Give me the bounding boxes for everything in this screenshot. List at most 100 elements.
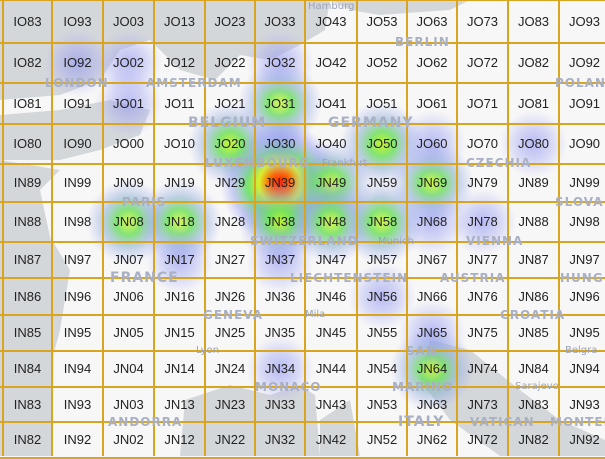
grid-square-label[interactable]: JO33 xyxy=(264,13,296,29)
grid-square-label[interactable]: IN87 xyxy=(13,252,42,267)
grid-square-label[interactable]: IN82 xyxy=(13,432,42,447)
grid-square-label[interactable]: JN23 xyxy=(214,396,246,412)
grid-square-label[interactable]: JO82 xyxy=(517,55,550,70)
grid-square-label[interactable]: IN96 xyxy=(63,288,92,304)
grid-square-label[interactable]: JN56 xyxy=(366,288,398,304)
grid-square-label[interactable]: JN17 xyxy=(164,252,195,267)
grid-square-label[interactable]: JN94 xyxy=(569,361,600,376)
grid-square-label[interactable]: JN86 xyxy=(518,288,549,304)
grid-square-label[interactable]: IN97 xyxy=(63,252,92,267)
grid-square-label[interactable]: JN16 xyxy=(164,288,195,304)
grid-square-label[interactable]: JO00 xyxy=(112,136,145,151)
grid-square-label[interactable]: JN68 xyxy=(416,214,448,229)
grid-square-label[interactable]: JO02 xyxy=(112,55,145,70)
grid-square-label[interactable]: IN99 xyxy=(63,175,92,190)
grid-square-label[interactable]: JO32 xyxy=(264,55,296,70)
grid-square-label[interactable]: JN69 xyxy=(416,175,448,190)
grid-square-label[interactable]: JN36 xyxy=(264,288,296,304)
grid-square-label[interactable]: JN75 xyxy=(467,325,498,340)
grid-square-label[interactable]: JN03 xyxy=(113,396,144,412)
grid-square-label[interactable]: IN84 xyxy=(13,361,42,376)
grid-square-label[interactable]: JN84 xyxy=(518,361,549,376)
grid-square-label[interactable]: JN85 xyxy=(518,325,549,340)
grid-square-label[interactable]: IO80 xyxy=(13,136,42,151)
grid-square-label[interactable]: JO41 xyxy=(315,95,347,111)
grid-square-label[interactable]: JO92 xyxy=(568,55,601,70)
grid-square-label[interactable]: JN22 xyxy=(214,432,246,447)
grid-square-label[interactable]: JO30 xyxy=(264,136,296,151)
grid-square-label[interactable]: JO71 xyxy=(466,95,499,111)
grid-square-label[interactable]: JN62 xyxy=(416,432,448,447)
grid-square-label[interactable]: IO92 xyxy=(63,55,92,70)
grid-square-label[interactable]: JN08 xyxy=(113,214,144,229)
grid-square-label[interactable]: JN82 xyxy=(518,432,549,447)
grid-square-label[interactable]: JN77 xyxy=(467,252,498,267)
grid-square-label[interactable]: JN25 xyxy=(214,325,246,340)
grid-square-label[interactable]: JN06 xyxy=(113,288,144,304)
grid-square-label[interactable]: IN86 xyxy=(13,288,42,304)
grid-square-label[interactable]: JN92 xyxy=(569,432,600,447)
grid-square-label[interactable]: IO91 xyxy=(63,95,92,111)
grid-square-label[interactable]: JN53 xyxy=(366,396,398,412)
grid-square-label[interactable]: JN65 xyxy=(416,325,448,340)
grid-square-label[interactable]: JN49 xyxy=(315,175,347,190)
grid-square-label[interactable]: JN46 xyxy=(315,288,347,304)
grid-square-label[interactable]: JN83 xyxy=(518,396,549,412)
grid-square-label[interactable]: IN98 xyxy=(63,214,92,229)
grid-square-label[interactable]: JO93 xyxy=(568,13,601,29)
grid-square-label[interactable]: JN67 xyxy=(416,252,448,267)
grid-square-label[interactable]: IN83 xyxy=(13,396,42,412)
grid-square-label[interactable]: JO81 xyxy=(517,95,550,111)
grid-square-label[interactable]: JN58 xyxy=(366,214,398,229)
grid-square-label[interactable]: JO80 xyxy=(517,136,550,151)
grid-square-label[interactable]: JO40 xyxy=(315,136,347,151)
grid-square-label[interactable]: JO83 xyxy=(517,13,550,29)
grid-square-label[interactable]: JO10 xyxy=(163,136,196,151)
grid-square-label[interactable]: JN74 xyxy=(467,361,498,376)
grid-square-label[interactable]: IN93 xyxy=(63,396,92,412)
grid-square-label[interactable]: JN76 xyxy=(467,288,498,304)
grid-square-label[interactable]: JN73 xyxy=(467,396,498,412)
grid-square-label[interactable]: JO22 xyxy=(214,55,246,70)
grid-square-label[interactable]: JN88 xyxy=(518,214,549,229)
grid-square-label[interactable]: JN38 xyxy=(264,214,296,229)
grid-square-label[interactable]: JN26 xyxy=(214,288,246,304)
grid-square-label[interactable]: JN42 xyxy=(315,432,347,447)
grid-square-label[interactable]: JO03 xyxy=(112,13,145,29)
grid-square-label[interactable]: JO43 xyxy=(315,13,347,29)
grid-square-label[interactable]: JN52 xyxy=(366,432,398,447)
grid-square-label[interactable]: JN93 xyxy=(569,396,600,412)
grid-square-label[interactable]: JN45 xyxy=(315,325,347,340)
grid-square-label[interactable]: JO63 xyxy=(416,13,448,29)
grid-square-label[interactable]: JN39 xyxy=(264,175,296,190)
grid-square-label[interactable]: JO72 xyxy=(466,55,499,70)
grid-square-label[interactable]: JO70 xyxy=(466,136,499,151)
grid-square-label[interactable]: JN89 xyxy=(518,175,549,190)
grid-square-label[interactable]: JN04 xyxy=(113,361,144,376)
grid-square-label[interactable]: IN95 xyxy=(63,325,92,340)
grid-square-label[interactable]: JN78 xyxy=(467,214,498,229)
grid-square-label[interactable]: JN47 xyxy=(315,252,347,267)
grid-square-label[interactable]: IO81 xyxy=(13,95,42,111)
grid-square-label[interactable]: JO53 xyxy=(366,13,398,29)
grid-square-label[interactable]: JN32 xyxy=(264,432,296,447)
grid-square-label[interactable]: JN64 xyxy=(416,361,448,376)
grid-square-label[interactable]: JO91 xyxy=(568,95,601,111)
grid-square-label[interactable]: JN27 xyxy=(214,252,246,267)
grid-square-label[interactable]: JN18 xyxy=(164,214,195,229)
grid-square-label[interactable]: JN97 xyxy=(569,252,600,267)
grid-square-label[interactable]: IO93 xyxy=(63,13,92,29)
grid-square-label[interactable]: JO61 xyxy=(416,95,448,111)
grid-square-label[interactable]: JN14 xyxy=(164,361,195,376)
grid-square-label[interactable]: JO11 xyxy=(164,95,195,111)
grid-square-label[interactable]: JN37 xyxy=(264,252,296,267)
grid-square-label[interactable]: JN59 xyxy=(366,175,398,190)
grid-square-label[interactable]: JN19 xyxy=(164,175,195,190)
grid-square-label[interactable]: JN79 xyxy=(467,175,498,190)
grid-square-label[interactable]: JO50 xyxy=(366,136,398,151)
grid-square-label[interactable]: JN57 xyxy=(366,252,398,267)
grid-square-label[interactable]: JO31 xyxy=(264,95,296,111)
grid-square-label[interactable]: JN54 xyxy=(366,361,398,376)
grid-square-label[interactable]: JN87 xyxy=(518,252,549,267)
grid-square-label[interactable]: IN85 xyxy=(13,325,42,340)
